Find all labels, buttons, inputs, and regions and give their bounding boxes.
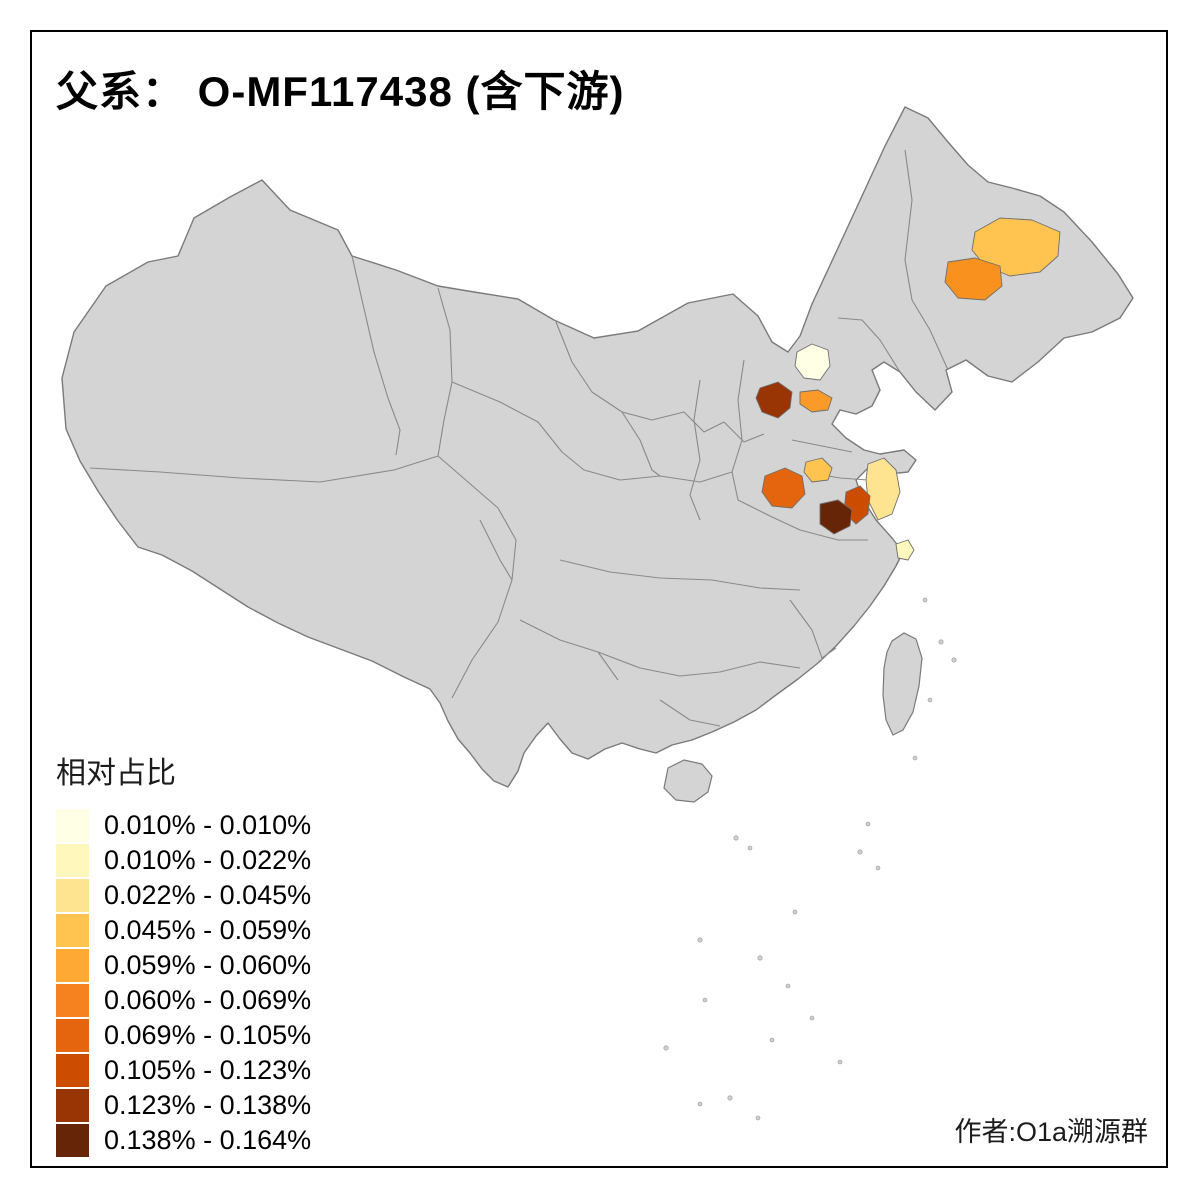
legend-row: 0.045% - 0.059% <box>56 913 311 948</box>
legend-label: 0.010% - 0.022% <box>104 845 312 875</box>
legend-swatch <box>56 809 89 842</box>
map-region-central-orange <box>761 467 806 509</box>
legend-swatch <box>56 949 89 982</box>
legend-title: 相对占比 <box>56 757 176 790</box>
legend-swatch <box>56 1124 89 1157</box>
legend-swatch <box>56 1054 89 1087</box>
legend-swatch <box>56 1019 89 1052</box>
map-region-north-darkbrick <box>755 381 793 419</box>
legend-label: 0.059% - 0.060% <box>104 950 312 980</box>
taiwan-island <box>882 632 923 736</box>
legend-label: 0.138% - 0.164% <box>104 1125 312 1155</box>
legend-label: 0.022% - 0.045% <box>104 880 312 910</box>
map-region-northeast-2 <box>944 257 1003 301</box>
legend-swatch <box>56 914 89 947</box>
map-region-central-light <box>803 457 833 483</box>
map-region-east-pale <box>865 457 901 521</box>
small-islands <box>663 597 957 1121</box>
legend-label: 0.069% - 0.105% <box>104 1020 312 1050</box>
legend-row: 0.069% - 0.105% <box>56 1018 311 1053</box>
legend-label: 0.060% - 0.069% <box>104 985 312 1015</box>
legend-row: 0.138% - 0.164% <box>56 1123 311 1158</box>
legend-row: 0.010% - 0.010% <box>56 808 311 843</box>
map-title: 父系： O-MF117438 (含下游) <box>56 68 625 115</box>
legend-row: 0.105% - 0.123% <box>56 1053 311 1088</box>
legend-row: 0.010% - 0.022% <box>56 843 311 878</box>
author-credit: 作者:O1a溯源群 <box>954 1117 1148 1147</box>
legend-swatch <box>56 844 89 877</box>
legend-label: 0.045% - 0.059% <box>104 915 312 945</box>
legend-swatch <box>56 879 89 912</box>
legend-label: 0.010% - 0.010% <box>104 810 312 840</box>
mainland-outline <box>61 106 1134 788</box>
map-region-northeast-1 <box>971 217 1061 277</box>
legend: 相对占比 0.010% - 0.010% 0.010% - 0.022% 0.0… <box>56 748 311 1158</box>
legend-row: 0.060% - 0.069% <box>56 983 311 1018</box>
legend-swatch <box>56 1089 89 1122</box>
map-region-coast-pale <box>895 539 915 561</box>
map-region-central-darkest <box>819 499 853 535</box>
legend-row: 0.022% - 0.045% <box>56 878 311 913</box>
legend-row: 0.123% - 0.138% <box>56 1088 311 1123</box>
legend-label: 0.105% - 0.123% <box>104 1055 312 1085</box>
province-borders <box>89 149 949 727</box>
map-region-north-pale <box>794 343 831 381</box>
map-region-north-orange <box>799 389 833 413</box>
legend-row: 0.059% - 0.060% <box>56 948 311 983</box>
legend-label: 0.123% - 0.138% <box>104 1090 312 1120</box>
hainan-island <box>663 759 713 803</box>
legend-swatch <box>56 984 89 1017</box>
